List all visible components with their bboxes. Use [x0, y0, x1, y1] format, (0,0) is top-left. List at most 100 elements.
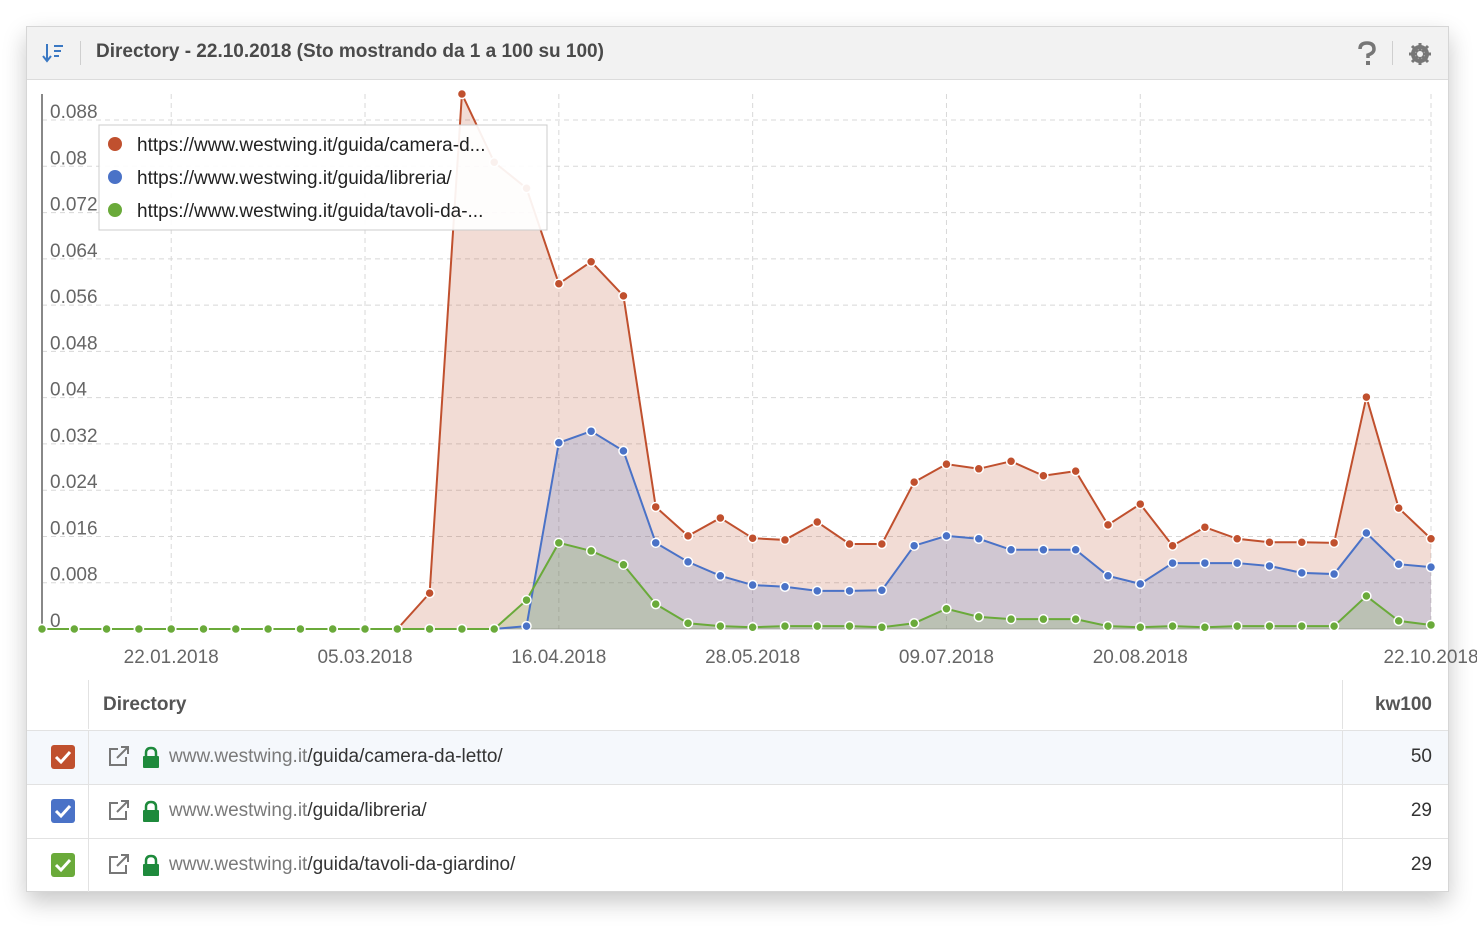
point — [941, 530, 952, 542]
point — [295, 623, 306, 635]
point — [812, 620, 823, 632]
kw100-value: 29 — [1410, 800, 1432, 821]
point — [1167, 540, 1178, 551]
point — [618, 559, 629, 571]
checkbox[interactable] — [51, 853, 75, 877]
point — [1070, 613, 1081, 625]
url[interactable]: www.westwing.it/guida/tavoli-da-giardino… — [169, 854, 515, 876]
table-row: www.westwing.it/guida/tavoli-da-giardino… — [27, 838, 1448, 892]
x-tick-label: 09.07.2018 — [899, 647, 994, 668]
point — [908, 617, 920, 629]
point — [715, 570, 726, 582]
legend-label: https://www.westwing.it/guida/tavoli-da-… — [137, 201, 483, 222]
column-header[interactable]: kw100 — [1374, 694, 1432, 715]
checkbox[interactable] — [51, 799, 75, 823]
point — [812, 585, 823, 597]
x-tick-label: 22.10.2018 — [1383, 647, 1477, 668]
point — [36, 623, 48, 635]
point — [585, 425, 597, 437]
point — [230, 623, 242, 635]
domain: www.westwing.it — [169, 854, 308, 875]
y-tick-label: 0.032 — [50, 426, 98, 447]
legend-box — [98, 124, 548, 231]
point — [1038, 544, 1049, 556]
column-header[interactable]: Directory — [103, 694, 187, 715]
area — [42, 94, 1431, 629]
point — [973, 611, 985, 623]
point — [941, 458, 952, 470]
point — [262, 623, 274, 635]
y-tick-label: 0.016 — [50, 518, 98, 539]
table-row: www.westwing.it/guida/libreria/ 29 — [27, 784, 1448, 838]
point — [585, 256, 597, 267]
point — [1425, 619, 1437, 631]
x-tick-label: 20.08.2018 — [1093, 647, 1188, 668]
point — [198, 623, 209, 635]
point — [1167, 620, 1178, 632]
point — [133, 623, 145, 635]
separator — [80, 41, 81, 65]
point — [1135, 498, 1146, 510]
point — [1296, 567, 1308, 579]
point — [488, 623, 500, 635]
point — [359, 623, 371, 635]
point — [1264, 620, 1275, 632]
point — [1102, 519, 1114, 531]
legend-marker — [108, 203, 122, 217]
sort-icon[interactable] — [41, 41, 65, 65]
help-icon[interactable] — [1355, 41, 1379, 67]
point — [1328, 620, 1340, 632]
point — [1102, 620, 1114, 632]
y-tick-label: 0.056 — [50, 287, 98, 308]
kw100-value: 29 — [1410, 854, 1432, 875]
chart: 0 0.008 0.016 0.024 0.032 0.04 0.048 0.056 0.064… — [36, 88, 1477, 668]
point — [553, 278, 565, 289]
url[interactable]: www.westwing.it/guida/camera-da-letto/ — [169, 746, 503, 768]
point — [844, 585, 855, 597]
point — [844, 538, 855, 550]
point — [973, 533, 985, 545]
point — [973, 463, 985, 475]
point — [101, 623, 112, 635]
x-tick-label: 16.04.2018 — [511, 647, 606, 668]
point — [1199, 622, 1211, 633]
link-icons[interactable] — [107, 853, 163, 879]
y-tick-label: 0.08 — [50, 148, 87, 169]
legend-marker — [108, 170, 122, 184]
link-icons[interactable] — [107, 799, 163, 825]
point — [1361, 391, 1372, 403]
y-tick-label: 0 — [50, 611, 61, 632]
point — [747, 579, 758, 591]
point — [1167, 557, 1178, 569]
domain: www.westwing.it — [169, 746, 308, 767]
point — [521, 620, 532, 632]
point — [1005, 613, 1017, 625]
x-tick-label: 05.03.2018 — [317, 647, 412, 668]
point — [747, 532, 758, 544]
path: /guida/camera-da-letto/ — [307, 746, 503, 767]
settings-icon[interactable] — [1409, 43, 1431, 65]
point — [1135, 578, 1146, 590]
point — [876, 622, 888, 633]
point — [812, 516, 823, 528]
point — [1199, 521, 1211, 533]
point — [456, 623, 468, 635]
y-tick-label: 0.088 — [50, 102, 98, 123]
point — [779, 581, 791, 593]
link-icons[interactable] — [107, 745, 163, 771]
point — [682, 617, 694, 629]
widget-header: Directory - 22.10.2018 (Sto mostrando da… — [27, 27, 1448, 80]
point — [327, 623, 338, 635]
point — [715, 512, 726, 524]
point — [1296, 536, 1308, 548]
checkbox[interactable] — [51, 745, 75, 769]
x-tick-label: 28.05.2018 — [705, 647, 800, 668]
point — [1361, 527, 1372, 539]
point — [1231, 533, 1243, 545]
url[interactable]: www.westwing.it/guida/libreria/ — [169, 800, 427, 822]
point — [1038, 470, 1049, 481]
point — [1005, 544, 1017, 556]
point — [876, 584, 888, 596]
point — [424, 587, 435, 599]
y-tick-label: 0.072 — [50, 195, 98, 216]
